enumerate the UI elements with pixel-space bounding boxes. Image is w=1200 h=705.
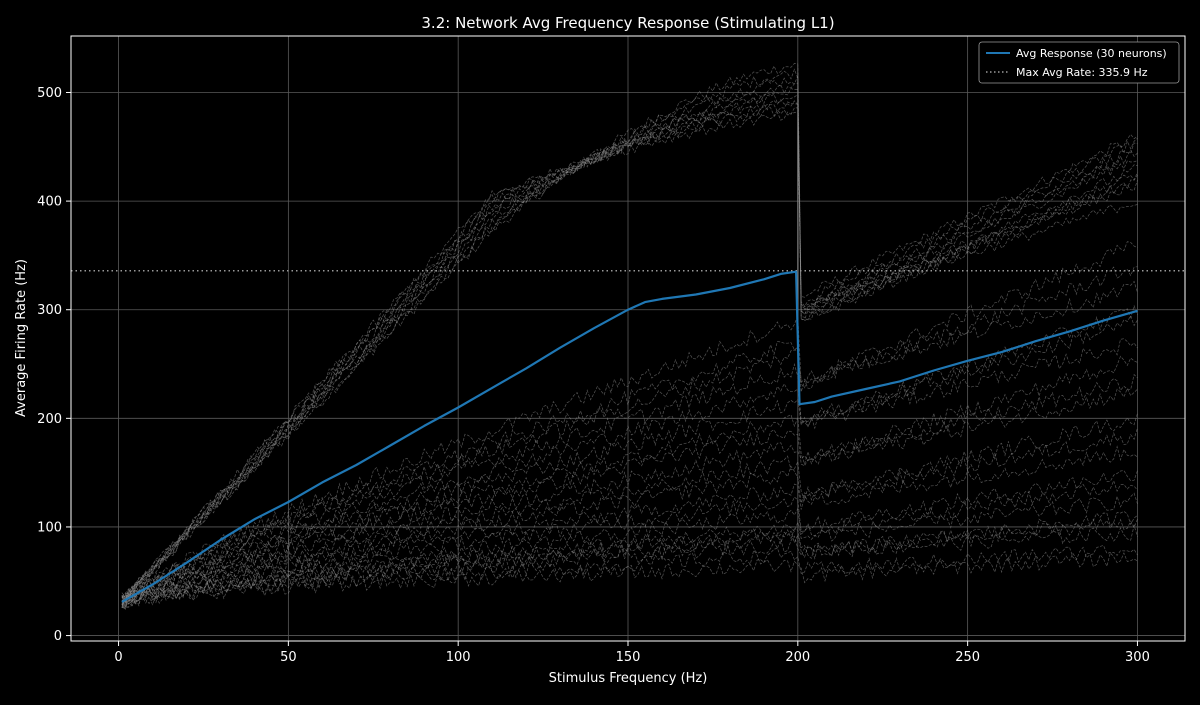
neuron-trace-slow-13 xyxy=(121,479,1138,605)
neuron-trace-slow-1 xyxy=(121,266,1138,608)
x-axis-label: Stimulus Frequency (Hz) xyxy=(549,671,708,686)
x-tick-label: 250 xyxy=(955,650,980,665)
neuron-trace-slow-11 xyxy=(121,445,1138,608)
neuron-trace-slow-7 xyxy=(121,373,1138,609)
y-tick-label: 500 xyxy=(37,86,62,101)
x-tick-label: 150 xyxy=(616,650,641,665)
neuron-trace-fast-3 xyxy=(121,82,1138,597)
x-axis-ticks: 0 50 100 150 200 250 300 xyxy=(114,641,1150,665)
legend-label-avg: Avg Response (30 neurons) xyxy=(1016,47,1167,60)
x-tick-label: 100 xyxy=(446,650,471,665)
y-axis-label: Average Firing Rate (Hz) xyxy=(14,259,29,417)
neuron-trace-slow-19 xyxy=(121,552,1138,611)
y-tick-label: 200 xyxy=(37,412,62,427)
neuron-trace-fast-7 xyxy=(121,101,1138,603)
neuron-trace-slow-5 xyxy=(121,338,1138,601)
legend: Avg Response (30 neurons) Max Avg Rate: … xyxy=(978,41,1180,84)
neuron-trace-fast-0 xyxy=(121,63,1138,601)
neuron-trace-slow-6 xyxy=(121,355,1138,604)
neuron-trace-slow-10 xyxy=(121,427,1138,609)
x-tick-label: 0 xyxy=(114,650,122,665)
neuron-trace-fast-2 xyxy=(121,76,1138,598)
neuron-trace-slow-4 xyxy=(121,314,1138,602)
chart-title: 3.2: Network Avg Frequency Response (Sti… xyxy=(421,14,834,32)
neuron-trace-fast-9 xyxy=(121,111,1138,598)
average-response-group xyxy=(121,270,1138,603)
neuron-trace-fast-8 xyxy=(121,107,1138,599)
neuron-trace-slow-0 xyxy=(121,241,1138,601)
y-tick-label: 400 xyxy=(37,195,62,210)
neuron-trace-slow-18 xyxy=(121,544,1138,607)
neuron-trace-slow-9 xyxy=(121,413,1138,606)
individual-neuron-traces xyxy=(121,63,1138,611)
neuron-trace-slow-12 xyxy=(121,470,1138,606)
y-tick-label: 100 xyxy=(37,520,62,535)
legend-label-max: Max Avg Rate: 335.9 Hz xyxy=(1016,66,1148,79)
y-tick-label: 300 xyxy=(37,303,62,318)
y-axis-ticks: 0 100 200 300 400 500 xyxy=(37,86,71,644)
neuron-trace-slow-17 xyxy=(121,523,1138,610)
neuron-trace-slow-8 xyxy=(121,387,1138,604)
x-tick-label: 50 xyxy=(280,650,297,665)
y-tick-label: 0 xyxy=(54,629,62,644)
legend-box xyxy=(978,41,1180,84)
x-tick-label: 300 xyxy=(1125,650,1150,665)
x-tick-label: 200 xyxy=(785,650,810,665)
neuron-trace-fast-4 xyxy=(121,88,1138,604)
neuron-trace-slow-3 xyxy=(121,304,1138,603)
avg-response-line xyxy=(121,270,1138,603)
neuron-trace-slow-15 xyxy=(121,510,1138,605)
neuron-trace-slow-2 xyxy=(121,280,1138,599)
neuron-trace-slow-14 xyxy=(121,492,1138,608)
